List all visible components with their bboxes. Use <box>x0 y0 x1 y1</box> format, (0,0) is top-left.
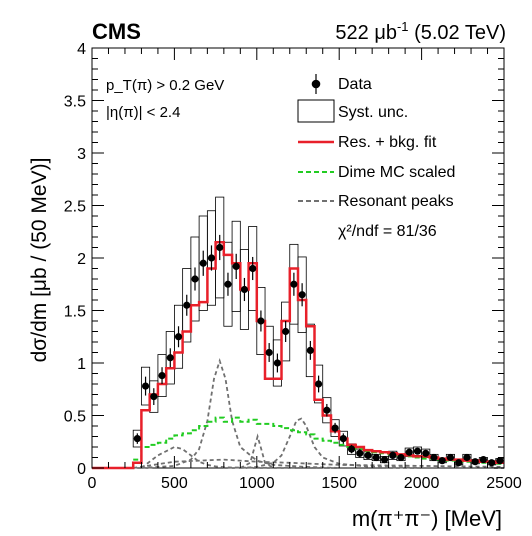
data-points <box>133 234 504 467</box>
luminosity-value: 522 <box>335 22 368 44</box>
data-point <box>273 359 281 367</box>
data-point <box>199 259 207 267</box>
data-point <box>207 254 216 262</box>
data-point <box>438 457 446 465</box>
y-tick-label: 3.5 <box>64 94 86 111</box>
y-axis-title-text: dσ/dm [μb / (50 MeV)] <box>28 158 51 363</box>
luminosity-exponent: -1 <box>397 19 409 34</box>
data-point <box>455 459 463 467</box>
legend-item-resonant: Resonant peaks <box>298 193 454 210</box>
fit-line <box>92 241 504 470</box>
legend-label-syst: Syst. unc. <box>338 104 408 121</box>
energy-label: (5.02 TeV) <box>414 22 506 44</box>
luminosity-label: 522 μb-1 (5.02 TeV) <box>335 19 506 44</box>
y-tick-label: 2.5 <box>64 199 86 216</box>
data-point <box>216 243 224 252</box>
data-point <box>249 264 257 273</box>
legend-item-syst: Syst. unc. <box>297 99 408 123</box>
experiment-label: CMS <box>92 19 141 44</box>
legend-label-data: Data <box>338 76 372 93</box>
data-point <box>133 435 141 443</box>
legend-data-marker <box>311 79 321 89</box>
data-point <box>422 449 430 457</box>
x-tick-label: 1500 <box>321 475 357 492</box>
data-point <box>306 346 314 354</box>
legend-item-dime: Dime MC scaled <box>298 164 455 181</box>
data-point <box>315 380 323 388</box>
x-axis-title: m(π⁺π⁻) [MeV] <box>352 506 502 531</box>
y-tick-label: 0.5 <box>64 409 86 426</box>
y-tick-label: 3 <box>77 146 86 163</box>
legend-label-dime: Dime MC scaled <box>338 164 455 181</box>
legend-syst-box <box>297 99 335 123</box>
x-tick-label: 500 <box>161 475 188 492</box>
data-point <box>356 449 364 457</box>
luminosity-unit: μb <box>374 22 397 44</box>
data-point <box>298 291 306 299</box>
data-point <box>224 280 232 288</box>
data-point <box>141 382 150 390</box>
y-tick-label: 0 <box>77 461 86 478</box>
data-point <box>372 453 380 462</box>
data-point <box>347 445 356 453</box>
y-tick-label: 4 <box>77 41 86 58</box>
legend-label-fit: Res. + bkg. fit <box>338 134 437 151</box>
chi2-label: χ²/ndf = 81/36 <box>338 223 437 240</box>
data-point <box>364 451 372 459</box>
x-tick-label: 1000 <box>239 475 275 492</box>
data-point <box>496 457 504 465</box>
y-tick-label: 1.5 <box>64 304 86 321</box>
legend-item-data: Data <box>311 74 372 94</box>
x-tick-label: 0 <box>88 475 97 492</box>
legend-label-resonant: Resonant peaks <box>338 193 454 210</box>
x-tick-label: 2500 <box>486 475 522 492</box>
data-point <box>183 301 191 309</box>
data-point <box>430 453 438 462</box>
data-point <box>389 451 397 459</box>
legend-item-fit: Res. + bkg. fit <box>298 134 437 151</box>
data-point <box>479 456 487 464</box>
data-point <box>166 354 174 362</box>
pt-cut-label: p_T(π) > 0.2 GeV <box>106 77 224 94</box>
resonant-peak-curve <box>239 433 274 469</box>
data-point <box>331 424 339 432</box>
data-point <box>488 459 496 467</box>
data-point <box>290 280 298 288</box>
data-point <box>446 453 455 462</box>
data-point <box>191 275 199 283</box>
data-point <box>380 456 389 464</box>
data-point <box>265 348 273 357</box>
data-point <box>463 453 471 462</box>
data-point <box>405 448 413 456</box>
y-tick-label: 1 <box>77 356 86 373</box>
y-tick-label: 2 <box>77 251 86 268</box>
x-tick-label: 2000 <box>404 475 440 492</box>
data-point <box>413 447 422 455</box>
data-point <box>232 262 240 270</box>
data-point <box>240 285 249 294</box>
data-point <box>174 333 183 341</box>
data-point <box>257 317 265 325</box>
data-point <box>158 372 166 380</box>
axes: 0 500 1000 1500 2000 2500 0 0.5 1 1.5 2 2.5 3 3.5 4 <box>64 41 522 492</box>
fit-histogram <box>92 241 504 470</box>
data-point <box>323 406 331 414</box>
data-point <box>397 453 405 462</box>
y-axis-title: dσ/dm [μb / (50 MeV)] <box>28 158 51 363</box>
data-point <box>150 393 158 401</box>
legend: Data Syst. unc. Res. + bkg. fit Dime MC … <box>297 74 455 240</box>
data-point <box>471 458 479 466</box>
data-point <box>282 327 290 336</box>
eta-cut-label: |η(π)| < 2.4 <box>106 104 180 121</box>
data-point <box>339 435 347 443</box>
resonant-peak-curve <box>141 357 340 469</box>
